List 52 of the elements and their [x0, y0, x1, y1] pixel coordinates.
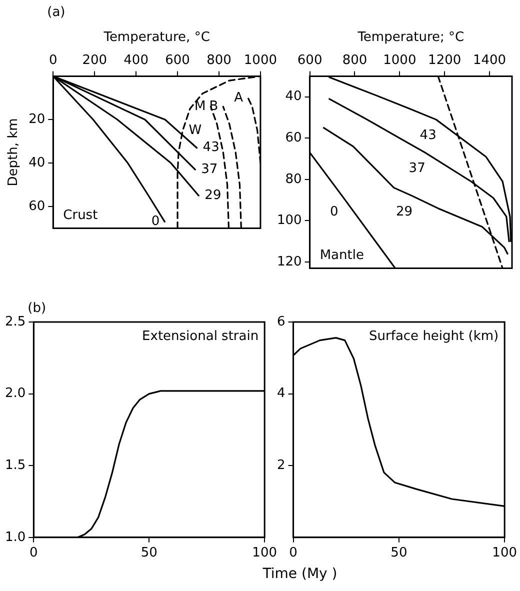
annotation: Surface height (km) [369, 328, 499, 344]
y-tick-label: 100 [276, 213, 302, 228]
series-label: W [188, 122, 202, 138]
series-label: 37 [201, 162, 218, 177]
x-tick-label: 1000 [383, 52, 416, 68]
series-label: 0 [330, 204, 338, 220]
x-tick-label: 600 [297, 52, 322, 68]
y-tick-label: 60 [285, 130, 302, 146]
y-tick-label: 80 [285, 172, 302, 187]
x-tick-label: 0 [289, 546, 298, 561]
chart-title: (a) [47, 4, 66, 20]
chart-title: (b) [28, 300, 46, 316]
series-label: 37 [408, 160, 426, 176]
y-tick-label: 1.5 [4, 458, 26, 473]
y-tick-label: 4 [276, 386, 286, 402]
x-tick-label: 800 [206, 52, 232, 68]
x-tick-label: 1200 [428, 52, 462, 68]
series-label: 43 [202, 140, 220, 156]
x-axis-title: Time (My ) [262, 566, 338, 582]
y-tick-label: 1.0 [4, 530, 26, 545]
series-label: 0 [151, 214, 160, 230]
y-tick-label: 2 [276, 458, 286, 473]
annotation: Extensional strain [142, 328, 259, 344]
x-tick-label: 1000 [244, 52, 278, 68]
series-label: 43 [420, 128, 436, 143]
y-tick-label: 40 [28, 155, 46, 170]
y-tick-label: 40 [285, 89, 302, 104]
y-tick-label: 2.5 [4, 314, 26, 330]
y-tick-label: 20 [28, 112, 46, 128]
x-tick-label: 50 [390, 546, 408, 561]
x-tick-label: 200 [82, 52, 108, 68]
y-tick-label: 6 [276, 314, 286, 330]
x-tick-label: 50 [140, 546, 158, 561]
annotation: Mantle [320, 248, 364, 264]
y-tick-label: 60 [28, 198, 46, 214]
x-tick-label: 600 [165, 52, 190, 68]
x-tick-label: 800 [342, 52, 368, 68]
x-tick-label: 1400 [472, 52, 506, 68]
x-tick-label: 400 [124, 52, 148, 68]
x-tick-label: 0 [49, 52, 58, 68]
x-axis-title: Temperature, °C [102, 30, 210, 46]
x-tick-label: 0 [30, 546, 38, 561]
series-label: A [234, 90, 244, 106]
y-tick-label: 120 [276, 254, 302, 270]
x-axis-title: Temperature; °C [356, 30, 464, 46]
series-label: M [194, 98, 206, 114]
series-label: 29 [204, 188, 222, 204]
series-label: 29 [396, 204, 413, 220]
y-axis-title: Depth, km [6, 118, 22, 186]
x-tick-label: 100 [492, 546, 518, 561]
y-tick-label: 2.0 [4, 386, 26, 402]
annotation: Crust [63, 208, 98, 224]
